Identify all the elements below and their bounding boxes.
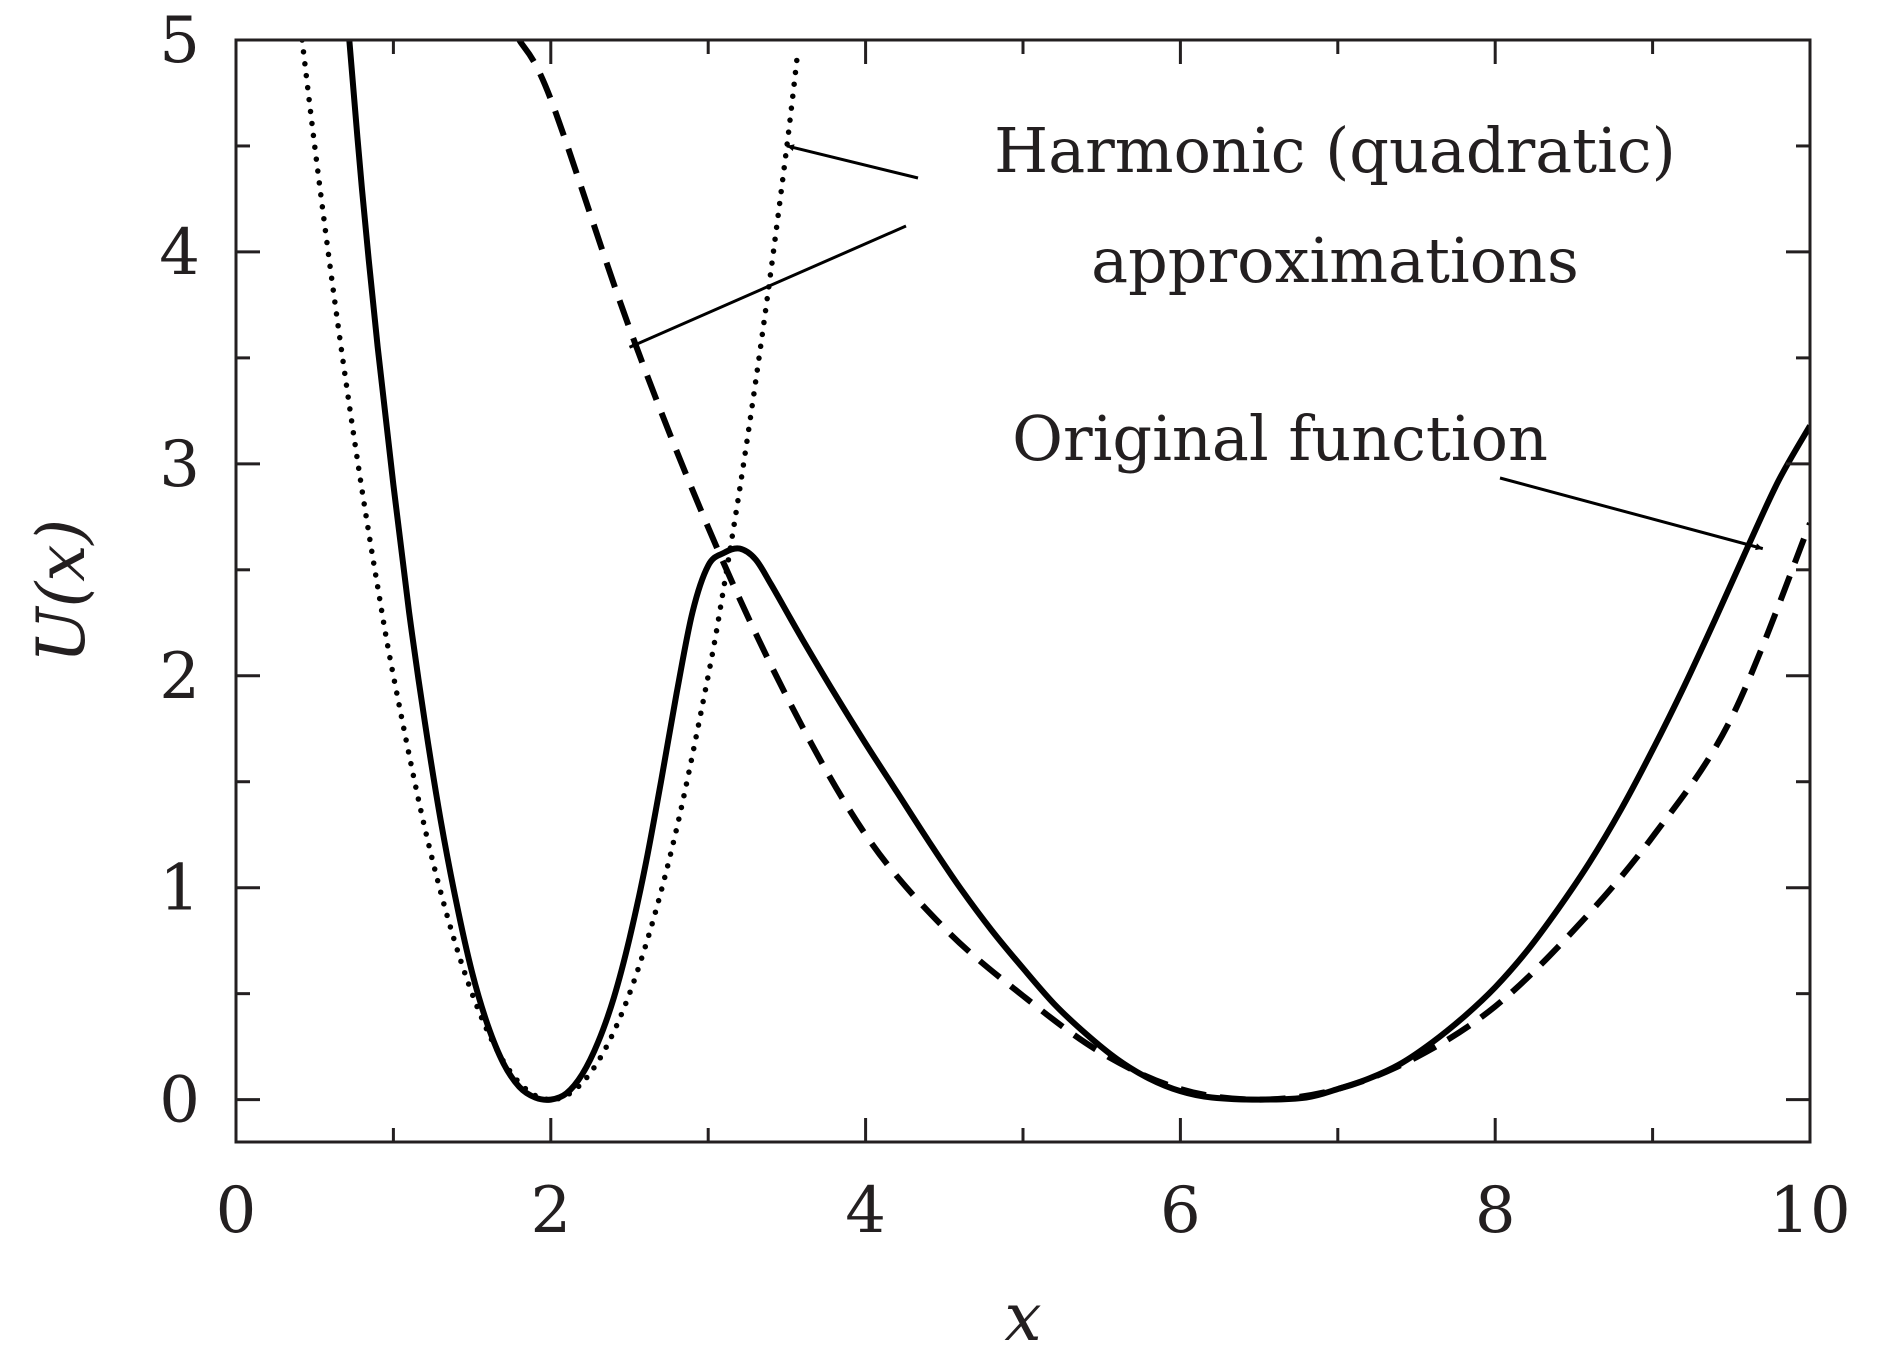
x-tick-label: 4	[845, 1174, 886, 1248]
series-harmonic-dotted-line	[299, 40, 801, 1103]
y-axis-title-group: U(x)	[23, 519, 100, 663]
annotation-arrow-original-function	[1499, 476, 1764, 551]
x-tick-labels: 0 2 4 6 8 10	[216, 1174, 1851, 1248]
ticks-layer	[234, 38, 1812, 1142]
y-tick-label: 2	[159, 640, 200, 714]
annotation-harmonic-line1: Harmonic (quadratic)	[994, 114, 1676, 187]
y-tick-label: 3	[159, 428, 200, 502]
annotation-harmonic-line2: approximations	[1091, 224, 1579, 297]
y-tick-label: 1	[159, 852, 200, 926]
x-tick-label: 8	[1475, 1174, 1516, 1248]
x-tick-label: 2	[530, 1174, 571, 1248]
y-tick-labels: 0 1 2 3 4 5	[159, 4, 200, 1138]
y-tick-label: 4	[159, 216, 200, 290]
annotation-original-function: Original function	[1012, 402, 1548, 475]
y-axis-title: U(x)	[23, 519, 100, 663]
annotation-arrow-harmonic-dashed	[628, 224, 907, 349]
y-tick-label: 0	[159, 1064, 200, 1138]
series-harmonic-dashed-line	[516, 40, 1810, 1103]
x-axis-title: x	[1004, 1279, 1041, 1356]
annotations: Harmonic (quadratic) approximations Orig…	[628, 114, 1764, 551]
x-tick-label: 10	[1769, 1174, 1850, 1248]
x-tick-label: 0	[216, 1174, 257, 1248]
series-layer	[299, 40, 1810, 1103]
plot-frame	[234, 38, 1812, 1144]
x-tick-label: 6	[1160, 1174, 1201, 1248]
annotation-arrow-harmonic-dotted	[786, 144, 919, 180]
y-tick-label: 5	[159, 4, 200, 78]
series-original-function-line	[346, 40, 1810, 1103]
